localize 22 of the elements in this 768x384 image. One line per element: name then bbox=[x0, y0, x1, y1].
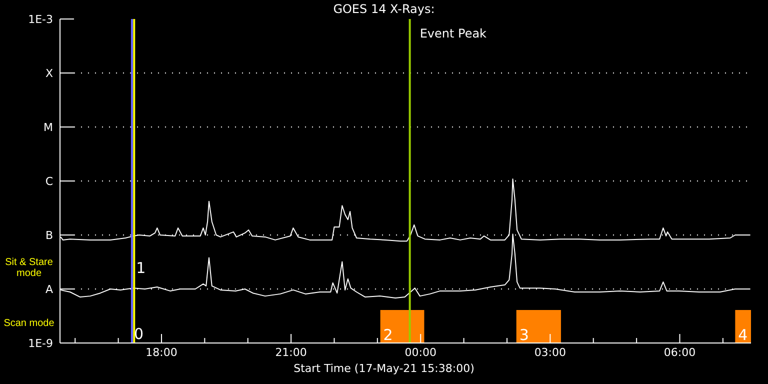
y-tick-label: X bbox=[45, 67, 54, 80]
x-axis-title: Start Time (17-May-21 15:38:00) bbox=[292, 362, 476, 375]
annotation: 1 bbox=[136, 258, 146, 277]
x-tick-label: 21:00 bbox=[275, 346, 307, 359]
x-tick-label: 00:00 bbox=[404, 346, 436, 359]
band-label: 2 bbox=[383, 326, 393, 344]
chart-title: GOES 14 X-Rays: bbox=[333, 2, 435, 16]
y-tick-label: C bbox=[45, 175, 54, 188]
y-tick-label: M bbox=[44, 121, 53, 134]
x-tick-label: 06:00 bbox=[664, 346, 696, 359]
y-tick-label: 1E-3 bbox=[28, 13, 53, 26]
ref-line-label: Event Peak bbox=[420, 26, 487, 41]
text: Scan mode bbox=[2, 318, 56, 329]
x-tick-label: 18:00 bbox=[146, 346, 178, 359]
band-label: 3 bbox=[519, 326, 529, 344]
band-label: 4 bbox=[738, 326, 748, 344]
y-tick-label: 1E-9 bbox=[28, 337, 53, 350]
x-tick-label: 03:00 bbox=[534, 346, 566, 359]
text: Sit & Stare mode bbox=[4, 257, 54, 279]
annotation: 0 bbox=[134, 324, 144, 343]
y-tick-label: A bbox=[45, 283, 54, 296]
y-tick-label: B bbox=[45, 229, 53, 242]
